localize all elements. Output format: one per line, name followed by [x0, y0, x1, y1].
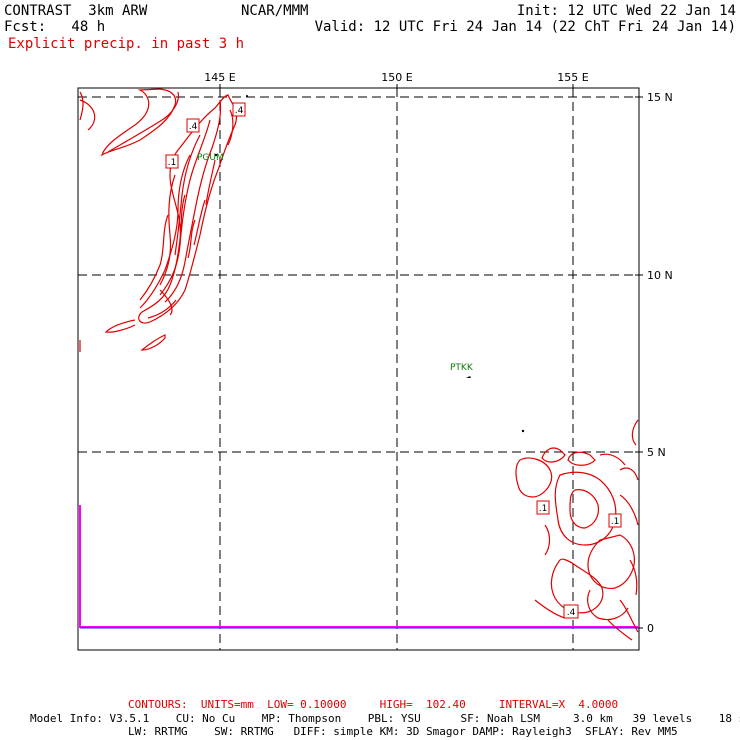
lon-tick-label: 150 E: [381, 71, 412, 84]
graticule: [78, 88, 639, 650]
island-coastlines: [214, 95, 525, 433]
precip-contours-southeast: [515, 419, 639, 641]
contour-label: .1: [165, 154, 179, 169]
organization-label: NCAR/MMM: [241, 3, 309, 19]
svg-text:.1: .1: [168, 158, 177, 168]
map-frame: [77, 87, 640, 651]
lat-tick-label: 10 N: [647, 269, 673, 282]
lat-tick-label: 0: [647, 622, 654, 635]
model-info-line2: LW: RRTMG SW: RRTMG DIFF: simple KM: 3D …: [128, 725, 678, 738]
svg-text:.4: .4: [567, 608, 576, 618]
svg-text:.1: .1: [539, 504, 548, 514]
model-title: CONTRAST 3km ARW: [4, 3, 148, 19]
station-label-pgum: PGUM: [197, 153, 224, 163]
lon-tick-label: 155 E: [557, 71, 588, 84]
valid-time: Valid: 12 UTC Fri 24 Jan 14 (22 ChT Fri …: [314, 19, 736, 35]
precip-contours-northwest: [79, 88, 238, 352]
domain-boundary: [79, 505, 638, 628]
forecast-hour: Fcst: 48 h: [4, 19, 106, 35]
model-info-line1: Model Info: V3.5.1 CU: No Cu MP: Thompso…: [30, 712, 740, 725]
contour-label: .4: [186, 118, 200, 133]
lat-tick-label: 5 N: [647, 446, 666, 459]
init-time: Init: 12 UTC Wed 22 Jan 14: [516, 3, 736, 19]
contour-label: .1: [536, 500, 550, 515]
svg-text:.1: .1: [611, 517, 620, 527]
contour-label: .4: [563, 604, 579, 619]
contour-value-labels: .4 .4 .1 .1 .1 .4: [165, 102, 622, 619]
tick-marks: [219, 84, 643, 629]
field-title: Explicit precip. in past 3 h: [8, 36, 245, 52]
lat-tick-label: 15 N: [647, 91, 673, 104]
contour-label: .1: [608, 513, 622, 528]
svg-text:.4: .4: [189, 122, 198, 132]
svg-text:.4: .4: [235, 106, 244, 116]
lon-tick-label: 145 E: [204, 71, 235, 84]
station-label-ptkk: PTKK: [450, 363, 474, 373]
contour-info: CONTOURS: UNITS=mm LOW= 0.10000 HIGH= 10…: [128, 698, 619, 711]
contour-label: .4: [232, 102, 246, 117]
